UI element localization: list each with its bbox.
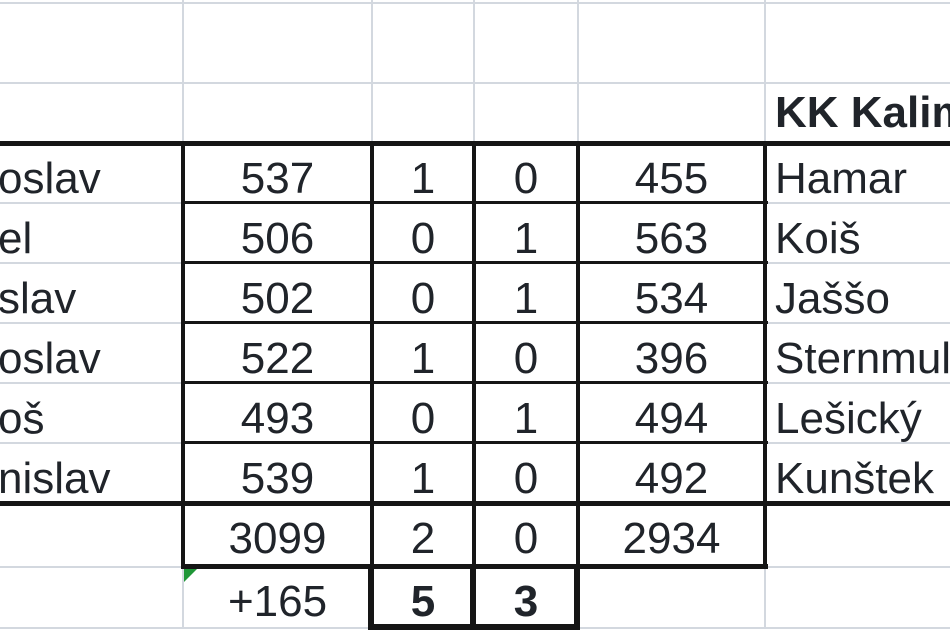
cell-home-total[interactable]: 3099 [228, 514, 327, 563]
cell-away-team-name[interactable]: KK Kalime [775, 88, 950, 137]
cell-home-score-4[interactable]: 522 [240, 334, 315, 383]
table-border-v [181, 141, 185, 569]
cell-home-point-2[interactable]: 0 [410, 214, 436, 263]
cell-away-total[interactable]: 2934 [622, 514, 721, 563]
points-box-border-left [368, 564, 374, 630]
cell-away-player-5[interactable]: Lešický [775, 394, 922, 443]
points-box-border-mid [470, 564, 476, 630]
cell-home-point-4[interactable]: 1 [410, 334, 436, 383]
cell-home-player-2[interactable]: el [0, 214, 33, 263]
cell-home-point-3[interactable]: 0 [410, 274, 436, 323]
cell-away-player-6[interactable]: Kunštek [775, 454, 934, 503]
gridline-h [0, 2, 950, 4]
cell-home-score-2[interactable]: 506 [240, 214, 315, 263]
cell-away-score-6[interactable]: 492 [634, 454, 709, 503]
cell-home-score-5[interactable]: 493 [240, 394, 315, 443]
table-border-v [472, 141, 476, 569]
cell-home-point-1[interactable]: 1 [410, 154, 436, 203]
cell-away-point-4[interactable]: 0 [513, 334, 539, 383]
points-box-border-right [574, 564, 580, 630]
cell-away-score-4[interactable]: 396 [634, 334, 709, 383]
gridline-h [0, 82, 950, 84]
cell-away-score-1[interactable]: 455 [634, 154, 709, 203]
cell-away-team-points[interactable]: 0 [513, 514, 539, 563]
cell-home-player-4[interactable]: oslav [0, 334, 101, 383]
cell-away-player-2[interactable]: Koiš [775, 214, 861, 263]
cell-home-player-5[interactable]: oš [0, 394, 45, 443]
table-border-v [370, 141, 374, 569]
cell-away-point-2[interactable]: 1 [513, 214, 539, 263]
cell-home-point-5[interactable]: 0 [410, 394, 436, 443]
cell-home-player-6[interactable]: nislav [0, 454, 111, 503]
cell-away-point-3[interactable]: 1 [513, 274, 539, 323]
cell-home-point-6[interactable]: 1 [410, 454, 436, 503]
cell-away-score-3[interactable]: 534 [634, 274, 709, 323]
table-border-v [576, 141, 580, 569]
cell-away-point-1[interactable]: 0 [513, 154, 539, 203]
table-border-v [763, 141, 767, 569]
cell-away-point-6[interactable]: 0 [513, 454, 539, 503]
cell-away-match-points[interactable]: 3 [513, 577, 539, 626]
cell-away-player-1[interactable]: Hamar [775, 154, 908, 203]
cell-home-match-points[interactable]: 5 [410, 577, 436, 626]
cell-home-score-3[interactable]: 502 [240, 274, 315, 323]
cell-home-score-6[interactable]: 539 [240, 454, 315, 503]
cell-away-player-4[interactable]: Sternmull [775, 334, 950, 383]
cell-away-point-5[interactable]: 1 [513, 394, 539, 443]
cell-home-score-1[interactable]: 537 [240, 154, 315, 203]
cell-away-player-3[interactable]: Jaššo [775, 274, 890, 323]
cell-home-team-points[interactable]: 2 [410, 514, 436, 563]
points-box-border-bottom [368, 624, 580, 630]
cell-home-player-3[interactable]: slav [0, 274, 77, 323]
cell-away-score-5[interactable]: 494 [634, 394, 709, 443]
cell-score-difference[interactable]: +165 [227, 577, 328, 626]
cell-away-score-2[interactable]: 563 [634, 214, 709, 263]
cell-home-player-1[interactable]: oslav [0, 154, 101, 203]
